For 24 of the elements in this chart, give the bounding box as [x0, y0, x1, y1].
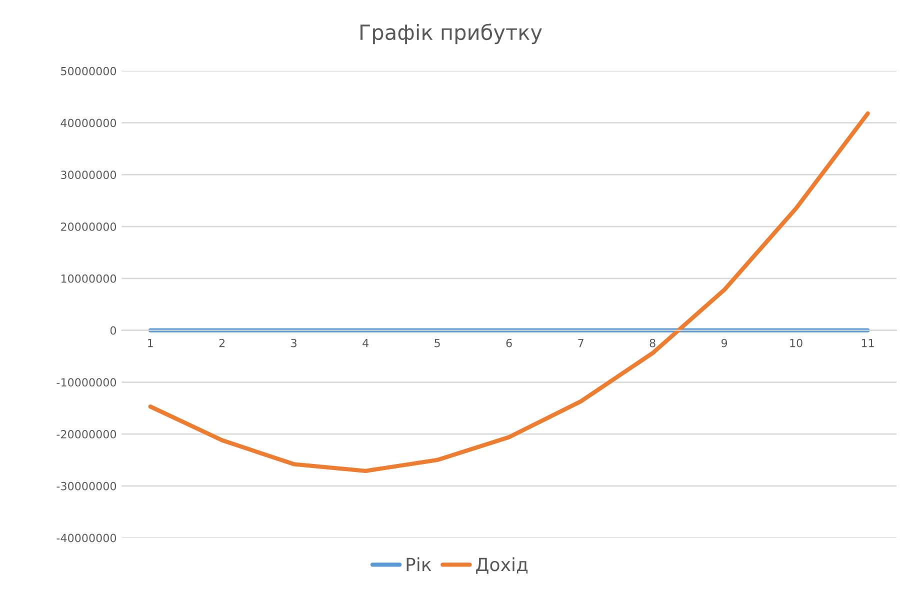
y-tick-label: -20000000	[56, 430, 116, 438]
legend-label: Рік	[406, 557, 432, 571]
y-tick-label: -30000000	[56, 482, 116, 490]
y-tick-label: -10000000	[56, 378, 116, 387]
y-tick-label: 40000000	[60, 118, 116, 128]
x-tick-label: 5	[434, 338, 440, 348]
x-tick-label: 4	[362, 338, 368, 348]
y-tick-label: 20000000	[61, 222, 116, 231]
y-tick-label: -40000000	[56, 534, 116, 542]
x-tick-label: 1	[148, 338, 153, 348]
x-tick-label: 2	[219, 338, 224, 348]
x-tick-label: 7	[578, 338, 584, 348]
x-tick-label: 8	[650, 338, 656, 348]
legend-label: Дохід	[476, 557, 528, 574]
x-tick-label: 3	[291, 338, 296, 348]
y-tick-label: 0	[110, 326, 116, 335]
x-tick-label: 11	[862, 338, 874, 348]
y-tick-label: 30000000	[61, 170, 116, 180]
x-tick-label: 10	[790, 338, 802, 348]
y-tick-label: 10000000	[61, 274, 116, 283]
y-tick-label: 50000000	[61, 66, 116, 76]
x-tick-label: 9	[721, 338, 728, 348]
x-tick-label: 6	[506, 338, 512, 348]
chart-title: Графік прибутку	[360, 24, 542, 44]
